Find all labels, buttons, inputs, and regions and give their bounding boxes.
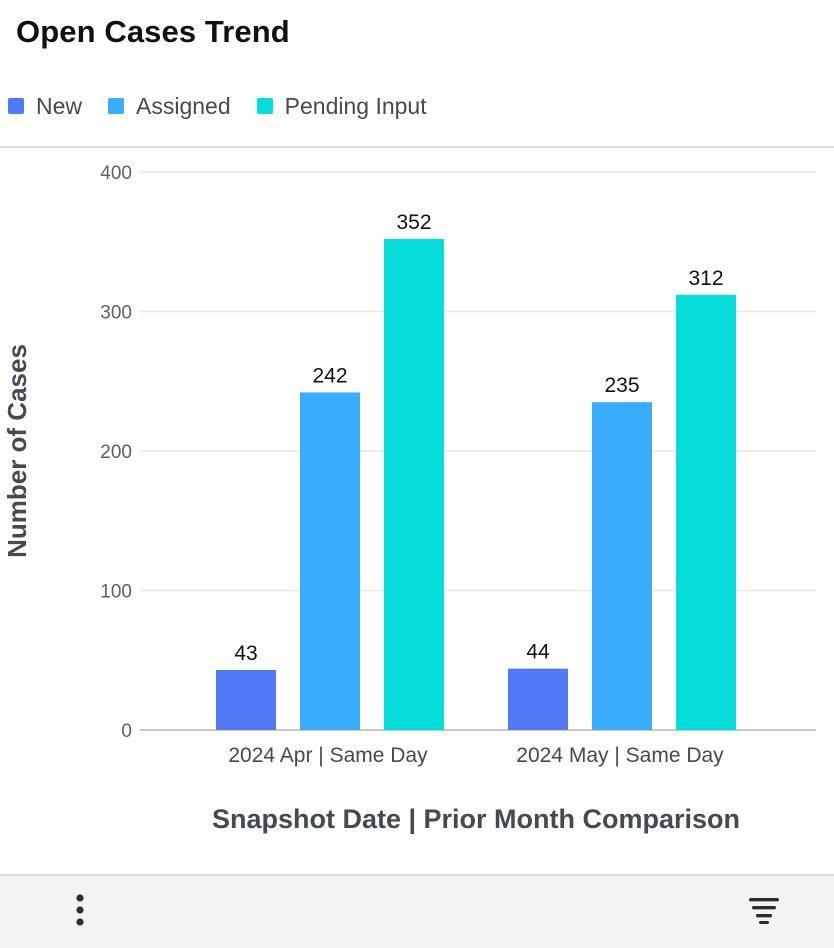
bar-pending-input-1[interactable] (384, 238, 444, 730)
bar-new-2[interactable] (508, 668, 568, 730)
y-tick-label-100: 100 (100, 582, 132, 603)
data-label-assigned-2: 235 (604, 374, 639, 397)
header-divider (0, 146, 834, 148)
y-tick-label-400: 400 (100, 163, 132, 184)
x-tick-label-1: 2024 Apr | Same Day (228, 744, 428, 767)
y-axis-label: Number of Cases (2, 344, 32, 558)
bar-new-1[interactable] (216, 670, 276, 730)
data-label-pending-input-1: 352 (396, 211, 431, 234)
legend-item-new[interactable]: New (8, 93, 82, 120)
y-tick-label-200: 200 (100, 442, 132, 463)
data-label-pending-input-2: 312 (688, 267, 723, 290)
y-tick-label-0: 0 (121, 721, 132, 742)
data-label-new-2: 44 (526, 641, 550, 664)
more-options-button[interactable] (62, 888, 98, 932)
bar-pending-input-2[interactable] (676, 294, 736, 730)
y-tick-label-300: 300 (100, 303, 132, 324)
vertical-ellipsis-icon (76, 894, 84, 926)
card-footer (0, 876, 834, 948)
chart-title: Open Cases Trend (16, 14, 290, 49)
legend-swatch-assigned (108, 98, 125, 114)
bar-assigned-1[interactable] (300, 392, 360, 730)
x-tick-label-2: 2024 May | Same Day (516, 744, 724, 767)
legend-label-new: New (36, 92, 83, 119)
legend: New Assigned Pending Input (8, 90, 453, 122)
filter-lines-icon (749, 898, 779, 924)
x-axis-label: Snapshot Date | Prior Month Comparison (212, 804, 740, 834)
legend-item-pending-input[interactable]: Pending Input (256, 92, 427, 120)
legend-label-pending-input: Pending Input (284, 92, 427, 119)
data-label-assigned-1: 242 (312, 364, 347, 387)
footer-divider (0, 874, 834, 876)
legend-label-assigned: Assigned (136, 92, 231, 119)
data-label-new-1: 43 (234, 642, 257, 665)
legend-swatch-new (8, 98, 24, 114)
bar-assigned-2[interactable] (592, 402, 652, 730)
legend-item-assigned[interactable]: Assigned (108, 93, 231, 120)
filter-button[interactable] (740, 888, 788, 932)
legend-swatch-pending-input (256, 98, 273, 114)
bar-chart: 0 100 200 300 400 Number of Cases 43 242 352 2024… (2, 163, 816, 834)
